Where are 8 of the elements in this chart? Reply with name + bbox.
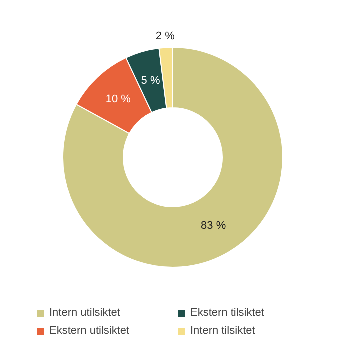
data-label: 10 % xyxy=(106,93,132,106)
data-label: 5 % xyxy=(141,74,160,87)
data-label: 83 % xyxy=(201,220,226,232)
legend-label: Intern tilsiktet xyxy=(190,325,256,337)
legend-label: Intern utilsiktet xyxy=(50,307,122,319)
legend-label: Ekstern utilsiktet xyxy=(50,325,131,337)
legend-label: Ekstern tilsiktet xyxy=(190,307,266,319)
data-label: 2 % xyxy=(156,30,176,43)
